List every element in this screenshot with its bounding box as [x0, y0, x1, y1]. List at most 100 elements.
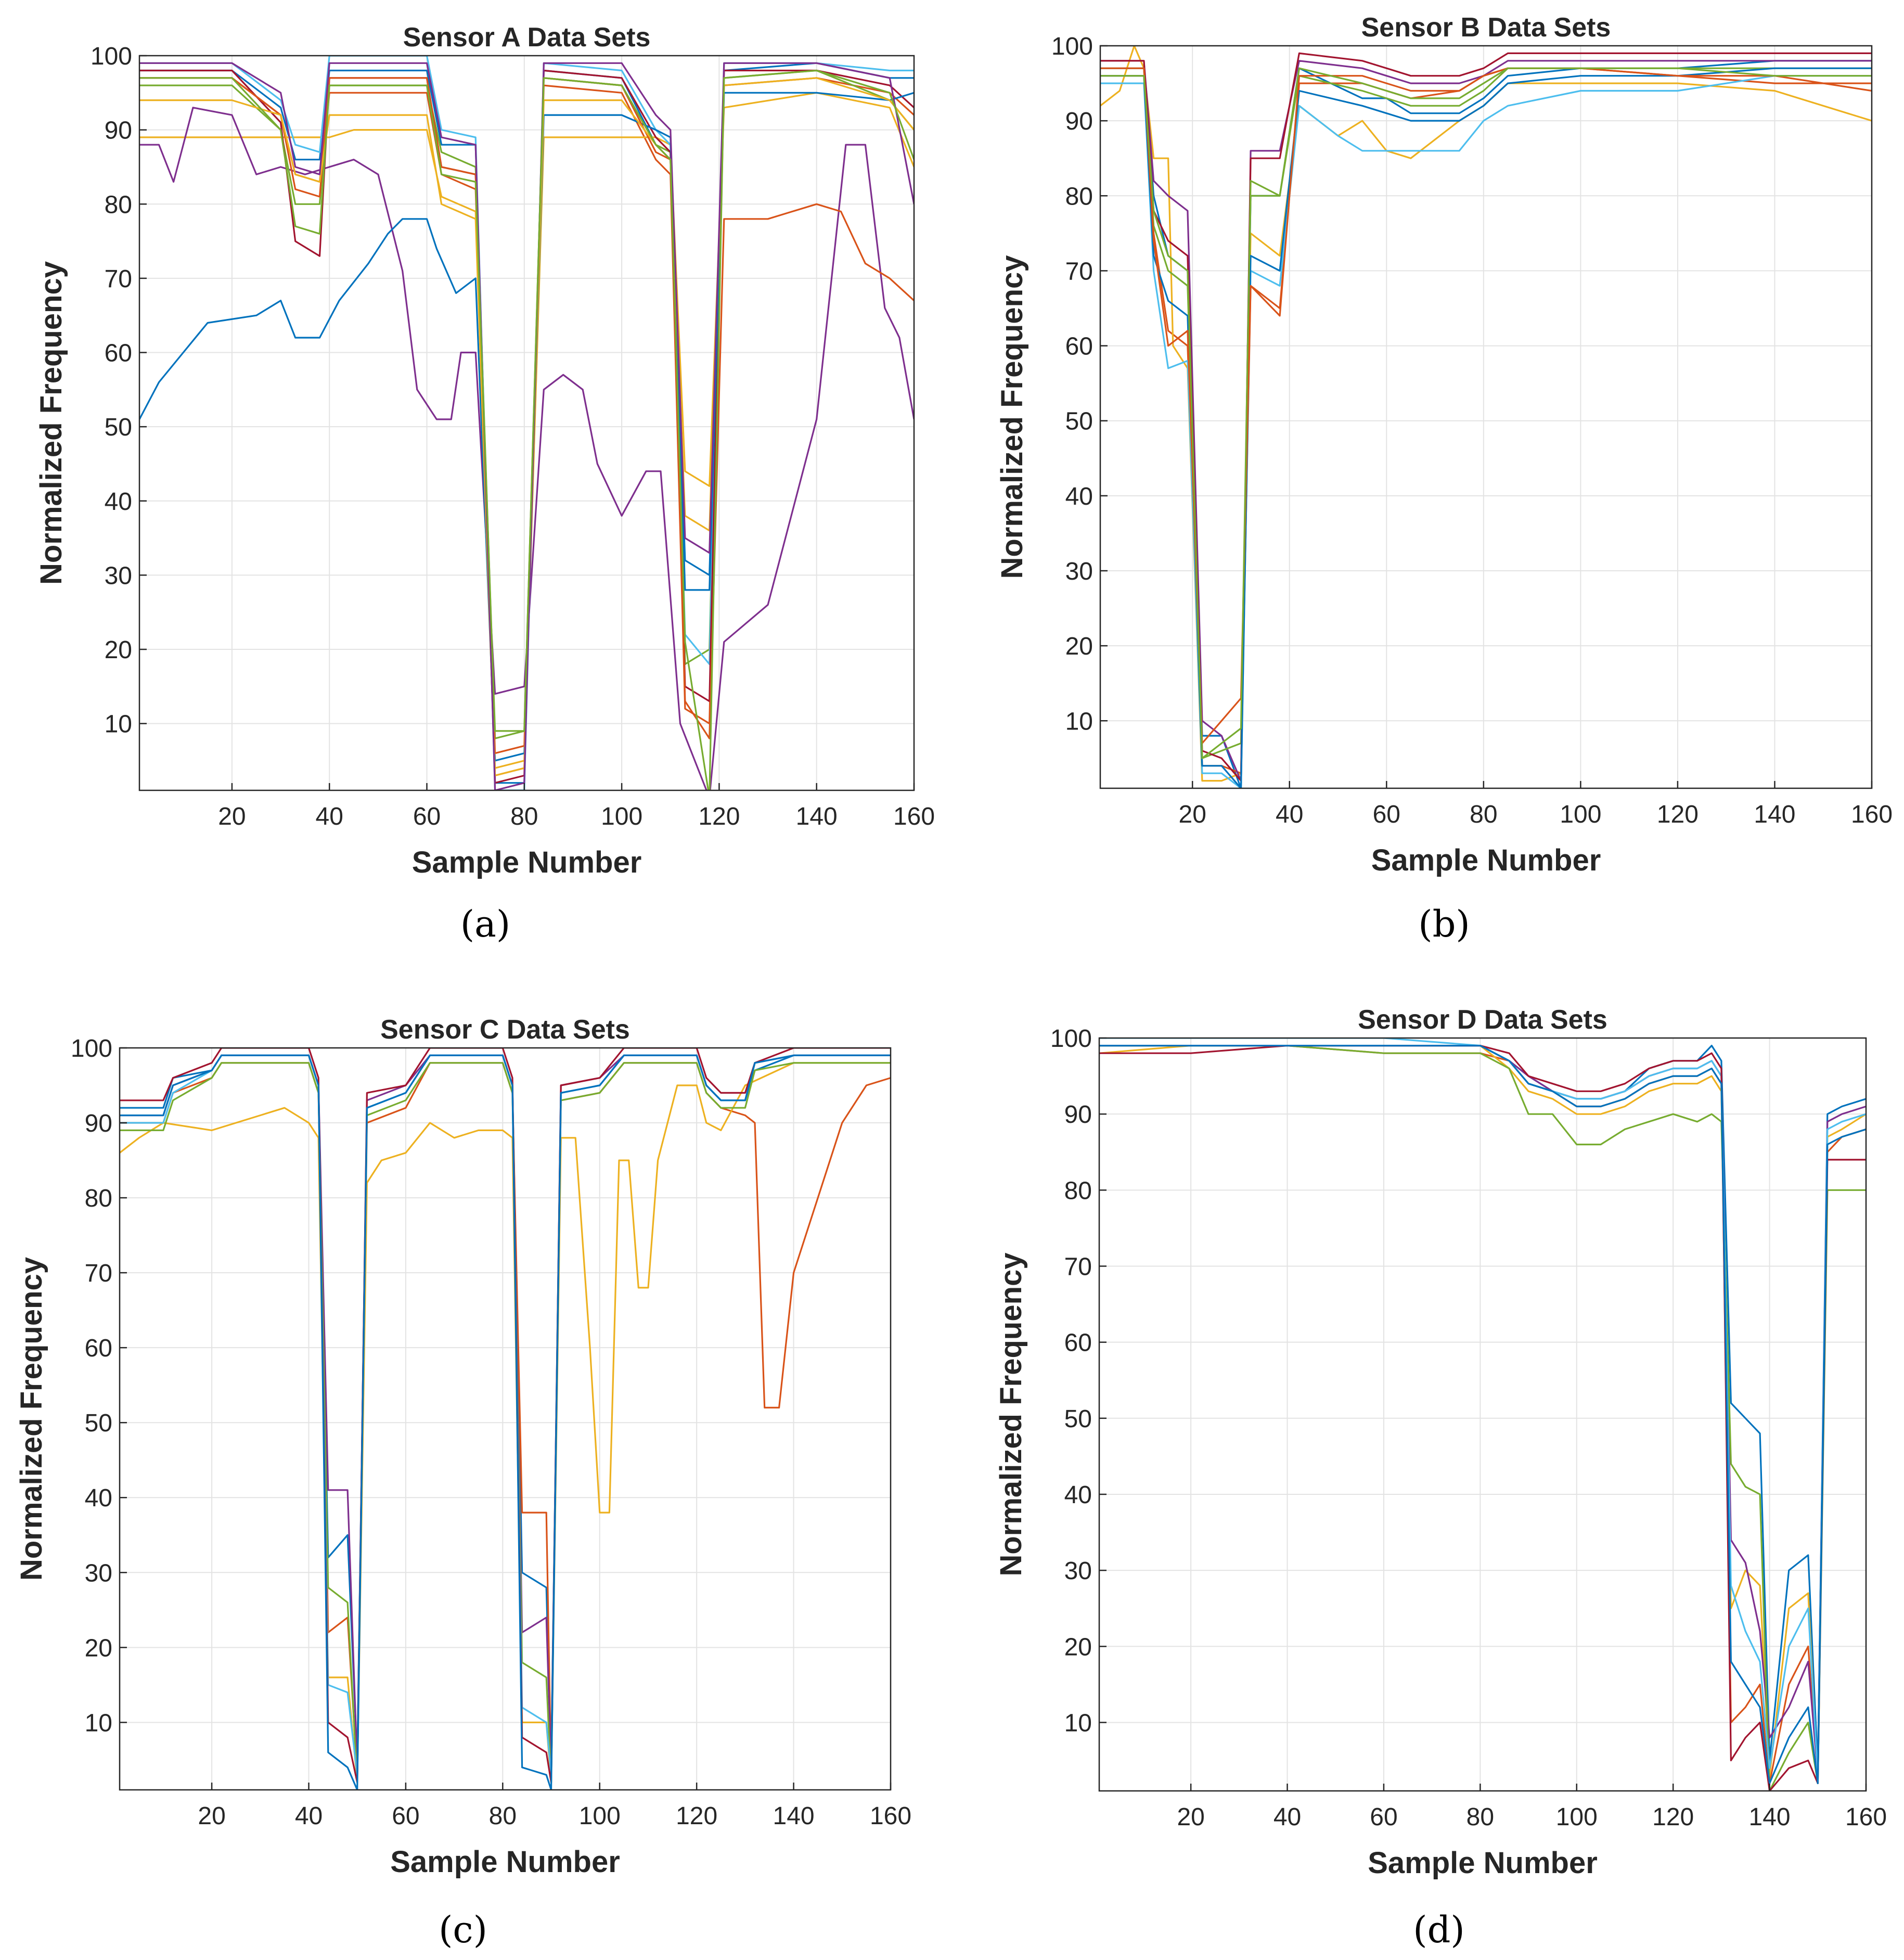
- series-line-8: [120, 1054, 891, 1790]
- x-tick-label: 100: [1560, 801, 1601, 828]
- series-line-4: [139, 107, 914, 790]
- x-tick-label: 140: [796, 803, 838, 830]
- x-tick-label: 60: [392, 1802, 419, 1830]
- chart-title: Sensor C Data Sets: [380, 1015, 630, 1045]
- x-tick-label: 80: [510, 803, 538, 830]
- y-tick-label: 100: [71, 1035, 112, 1062]
- series-line-5: [120, 1062, 891, 1784]
- y-tick-label: 30: [85, 1559, 112, 1587]
- series-line-11: [139, 62, 914, 790]
- y-tick-label: 80: [1064, 1177, 1092, 1205]
- y-tick-label: 90: [1065, 108, 1093, 135]
- series-line-8: [139, 92, 914, 762]
- y-tick-label: 70: [105, 265, 132, 293]
- panel-a: 20 40 60 80 100 120 140 160 10 20 30 40 50 60 70 80 90 10…: [34, 22, 935, 879]
- axes-box: [138, 55, 915, 791]
- x-tick-label: 40: [295, 1802, 323, 1830]
- x-tick-label: 120: [698, 803, 740, 830]
- y-tick-label: 50: [85, 1410, 112, 1437]
- x-tick-label: 160: [893, 803, 935, 830]
- y-tick-label: 90: [1064, 1101, 1092, 1129]
- x-tick-label: 160: [1845, 1803, 1887, 1831]
- panel-c: 20 40 60 80 100 120 140 160 10 20 30 40 50 60 70 80 90 10…: [15, 1015, 911, 1879]
- y-tick-label: 10: [1064, 1709, 1092, 1737]
- y-tick-label: 10: [85, 1709, 112, 1737]
- y-tick-label: 70: [85, 1260, 112, 1287]
- x-tick-label: 120: [1657, 801, 1699, 828]
- caption-d: (d): [1413, 1908, 1464, 1951]
- y-tick-label: 10: [105, 711, 132, 738]
- y-tick-label: 40: [1065, 483, 1093, 510]
- axes-box: [1098, 1037, 1867, 1792]
- y-tick-label: 20: [105, 636, 132, 664]
- y-tick-label: 90: [85, 1110, 112, 1137]
- x-tick-label: 20: [1179, 801, 1206, 828]
- y-tick-label: 80: [1065, 183, 1093, 210]
- series-group: [1100, 46, 1872, 788]
- x-tick-label: 120: [676, 1802, 717, 1830]
- caption-b: (b): [1418, 903, 1470, 945]
- series-group: [1099, 1038, 1866, 1791]
- series-line-4: [1100, 60, 1872, 782]
- x-axis-label: Sample Number: [390, 1845, 620, 1879]
- y-tick-label: 50: [105, 414, 132, 441]
- y-tick-label: 100: [91, 43, 132, 70]
- y-axis-label: Normalized Frequency: [995, 255, 1029, 579]
- y-tick-label: 50: [1064, 1405, 1092, 1433]
- x-tick-label: 100: [1556, 1803, 1598, 1831]
- x-tick-label: 20: [218, 803, 246, 830]
- y-tick-label: 40: [85, 1484, 112, 1512]
- x-tick-label: 40: [316, 803, 343, 830]
- x-tick-label: 160: [1851, 801, 1893, 828]
- x-tick-label: 20: [1177, 1803, 1204, 1831]
- x-tick-label: 60: [1373, 801, 1400, 828]
- series-line-6: [1100, 75, 1872, 788]
- x-axis-label: Sample Number: [1371, 843, 1601, 877]
- y-tick-label: 30: [105, 562, 132, 590]
- series-line-8: [1100, 67, 1872, 788]
- y-tick-label: 80: [105, 191, 132, 219]
- series-line-3: [1099, 1045, 1866, 1784]
- chart-title: Sensor B Data Sets: [1361, 12, 1611, 43]
- x-tick-label: 80: [489, 1802, 517, 1830]
- x-tick-label: 40: [1276, 801, 1303, 828]
- y-tick-label: 100: [1051, 33, 1093, 60]
- x-axis-label: Sample Number: [412, 846, 642, 879]
- series-line-7: [1100, 52, 1872, 782]
- plot-area: [1100, 46, 1872, 788]
- plot-area: [120, 1048, 891, 1790]
- y-tick-label: 20: [1064, 1633, 1092, 1661]
- x-tick-label: 120: [1652, 1803, 1694, 1831]
- y-tick-label: 90: [105, 117, 132, 145]
- series-line-10: [1100, 67, 1872, 759]
- y-tick-label: 10: [1065, 708, 1093, 735]
- y-tick-label: 60: [105, 340, 132, 367]
- x-tick-label: 140: [1749, 1803, 1791, 1831]
- y-tick-label: 70: [1065, 258, 1093, 285]
- x-tick-label: 80: [1466, 1803, 1494, 1831]
- caption-c: (c): [439, 1908, 487, 1951]
- x-tick-label: 40: [1273, 1803, 1301, 1831]
- y-tick-label: 80: [85, 1185, 112, 1212]
- x-tick-label: 100: [601, 803, 642, 830]
- x-axis-label: Sample Number: [1368, 1846, 1598, 1880]
- x-tick-label: 140: [773, 1802, 815, 1830]
- y-axis-label: Normalized Frequency: [994, 1252, 1028, 1576]
- y-tick-label: 30: [1064, 1557, 1092, 1585]
- plot-area: [1099, 1038, 1866, 1791]
- axes-box: [119, 1047, 892, 1791]
- y-tick-label: 70: [1064, 1253, 1092, 1280]
- series-line-7: [120, 1048, 891, 1784]
- caption-a: (a): [460, 903, 510, 945]
- series-line-12: [139, 69, 914, 790]
- y-tick-label: 40: [1064, 1481, 1092, 1509]
- y-tick-label: 60: [85, 1335, 112, 1362]
- y-tick-label: 20: [1065, 633, 1093, 660]
- series-line-8: [1099, 1045, 1866, 1784]
- y-tick-label: 30: [1065, 558, 1093, 585]
- panel-d: 20 40 60 80 100 120 140 160 10 20 30 40 50 60 70 80 90 10…: [994, 1005, 1887, 1880]
- series-group: [120, 1048, 891, 1790]
- y-axis-label: Normalized Frequency: [34, 261, 68, 585]
- series-line-7: [1099, 1045, 1866, 1791]
